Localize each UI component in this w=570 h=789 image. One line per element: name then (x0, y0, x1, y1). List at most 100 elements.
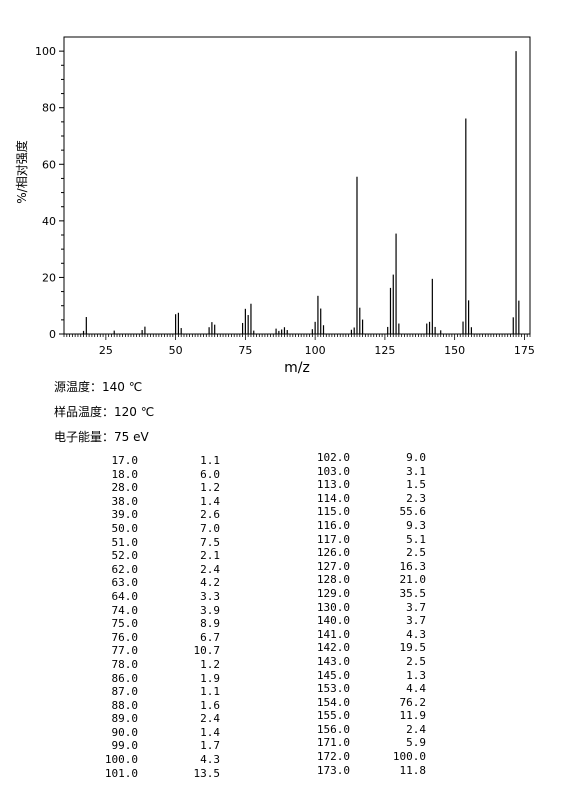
table-row: 126.0 2.5 (300, 546, 426, 560)
intensity-value: 9.3 (406, 518, 426, 532)
table-row: 115.0 55.6 (300, 505, 426, 519)
intensity-value: 2.5 (406, 546, 426, 560)
intensity-value: 1.2 (200, 657, 220, 671)
x-axis-label: m/z (284, 360, 310, 375)
table-row: 50.0 7.0 (84, 522, 221, 536)
table-row: 173.0 11.8 (300, 764, 426, 778)
intensity-value: 8.9 (200, 617, 220, 631)
mz-value: 38.0 (111, 494, 139, 508)
table-row: 76.0 6.7 (84, 631, 221, 645)
intensity-value: 3.3 (200, 589, 220, 603)
table-row: 64.0 3.3 (84, 589, 221, 604)
peak-table-right: 102.0 9.0 103.0 3.1 113.0 1.5 114.0 2.3 115.0 55.… (300, 451, 426, 777)
mz-value: 102.0 (316, 451, 350, 464)
table-row: 78.0 1.2 (84, 657, 221, 672)
intensity-value: 1.4 (200, 725, 220, 739)
mz-value: 153.0 (316, 682, 350, 696)
mz-value: 155.0 (316, 709, 350, 723)
mz-value: 156.0 (316, 722, 350, 736)
mz-value: 114.0 (316, 491, 350, 505)
mz-value: 101.0 (104, 766, 138, 780)
y-tick-label: 40 (42, 215, 56, 228)
mz-value: 142.0 (316, 641, 350, 655)
table-row: 141.0 4.3 (300, 628, 426, 642)
mz-value: 115.0 (316, 505, 350, 519)
intensity-value: 100.0 (392, 750, 426, 764)
mz-value: 39.0 (111, 508, 139, 522)
table-row: 39.0 2.6 (84, 508, 221, 522)
intensity-value: 1.9 (200, 671, 220, 685)
intensity-value: 19.5 (399, 641, 427, 655)
intensity-value: 2.5 (406, 654, 426, 668)
table-row: 18.0 6.0 (84, 468, 221, 482)
x-tick-label: 100 (305, 344, 326, 357)
mz-value: 145.0 (316, 668, 350, 682)
mz-value: 86.0 (111, 671, 139, 685)
intensity-value: 3.9 (200, 603, 220, 617)
table-row: 102.0 9.0 (300, 451, 426, 465)
mz-value: 113.0 (316, 478, 350, 492)
mz-value: 103.0 (316, 464, 350, 478)
x-axis-ticks: 25 50 75 100 125 150 175 (63, 334, 535, 357)
intensity-value: 21.0 (399, 573, 427, 587)
table-row: 87.0 1.1 (84, 685, 221, 699)
intensity-value: 2.4 (406, 722, 426, 736)
intensity-value: 9.0 (406, 451, 426, 464)
table-row: 52.0 2.1 (84, 549, 221, 563)
mz-value: 74.0 (111, 603, 139, 617)
table-row: 129.0 35.5 (300, 587, 426, 601)
peak-table-left: 17.0 1.1 18.0 6.0 28.0 1.2 38.0 1.4 39.0 2.6 50.0 7… (84, 454, 220, 780)
table-row: 101.0 13.5 (84, 767, 220, 781)
x-tick-label: 25 (99, 344, 113, 357)
mz-value: 117.0 (316, 532, 350, 546)
intensity-value: 3.1 (406, 464, 426, 478)
table-row: 128.0 21.0 (300, 573, 426, 587)
spectrum-peaks (82, 51, 520, 334)
mz-value: 87.0 (111, 685, 139, 699)
intensity-value: 76.2 (399, 695, 427, 709)
intensity-value: 1.7 (200, 739, 220, 753)
mz-value: 143.0 (316, 654, 350, 668)
table-row: 140.0 3.7 (300, 614, 426, 628)
table-row: 86.0 1.9 (84, 671, 221, 686)
intensity-value: 13.5 (193, 766, 221, 780)
x-tick-label: 175 (514, 344, 535, 357)
electron-energy: 电子能量：75 eV (54, 430, 149, 444)
intensity-value: 2.6 (200, 508, 220, 522)
mz-value: 89.0 (111, 712, 139, 726)
mz-value: 171.0 (316, 736, 350, 750)
x-tick-label: 50 (169, 344, 183, 357)
table-row: 153.0 4.4 (300, 682, 426, 696)
table-row: 38.0 1.4 (84, 494, 221, 509)
intensity-value: 4.3 (406, 627, 426, 641)
table-row: 17.0 1.1 (84, 454, 221, 468)
mass-spectrum-chart: 0 20 40 60 80 100 25 50 75 100 125 150 175 m/z %/相对… (14, 36, 535, 375)
intensity-value: 4.4 (406, 682, 426, 696)
mz-value: 88.0 (111, 698, 139, 712)
table-row: 154.0 76.2 (300, 696, 426, 710)
x-tick-label: 125 (374, 344, 395, 357)
intensity-value: 2.1 (200, 549, 220, 563)
y-axis-label: %/相对强度 (14, 140, 29, 203)
table-row: 100.0 4.3 (84, 753, 220, 767)
intensity-value: 35.5 (399, 586, 427, 600)
intensity-value: 5.1 (406, 532, 426, 546)
table-row: 172.0 100.0 (300, 750, 426, 764)
mz-value: 141.0 (316, 627, 350, 641)
intensity-value: 11.9 (399, 709, 427, 723)
intensity-value: 1.3 (406, 668, 426, 682)
intensity-value: 3.7 (406, 614, 426, 628)
mz-value: 154.0 (316, 695, 350, 709)
table-row: 74.0 3.9 (84, 603, 221, 618)
y-tick-label: 60 (42, 158, 56, 171)
intensity-value: 1.1 (200, 454, 220, 467)
y-tick-label: 100 (35, 45, 56, 58)
intensity-value: 2.4 (200, 562, 220, 576)
mz-value: 62.0 (111, 562, 139, 576)
mz-value: 52.0 (111, 549, 139, 563)
table-row: 130.0 3.7 (300, 601, 426, 615)
intensity-value: 2.3 (406, 491, 426, 505)
y-tick-label: 20 (42, 271, 56, 284)
table-row: 51.0 7.5 (84, 536, 221, 550)
table-row: 103.0 3.1 (300, 465, 426, 479)
